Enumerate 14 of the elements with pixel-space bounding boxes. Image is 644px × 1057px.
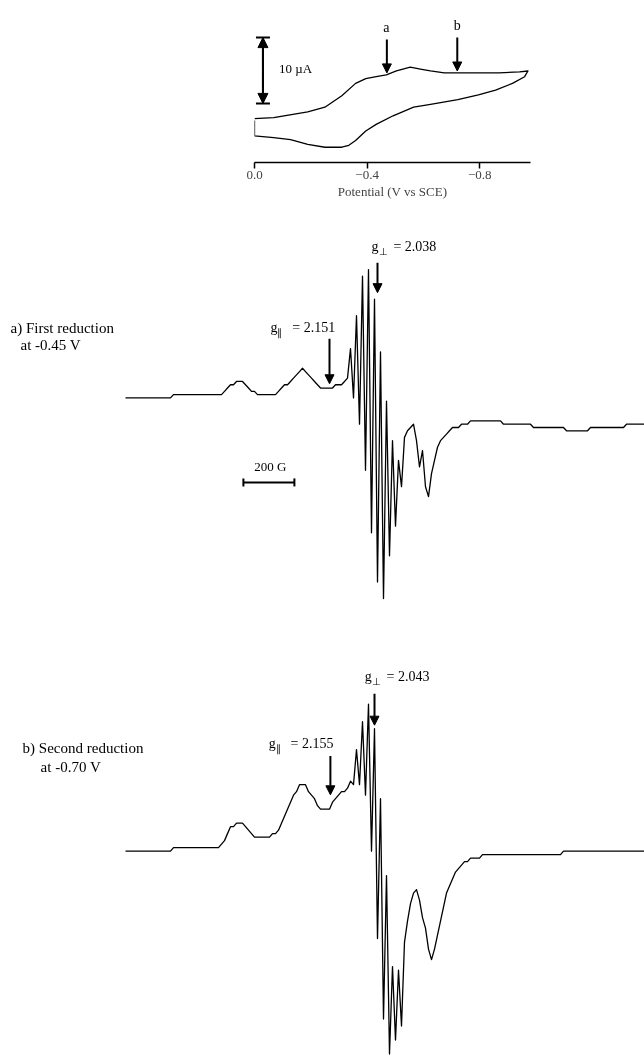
text: g⊥ = 2.038 [371, 239, 437, 258]
annotation: 10 µA [279, 60, 313, 76]
x-tick-label: 0.0 [246, 166, 263, 182]
annotation: g∥ = 2.155 [268, 735, 334, 755]
text: a) First reduction at -0.45 V [10, 319, 115, 354]
x-tick-label: −0.4 [355, 166, 380, 182]
text: g⊥ = 2.043 [364, 668, 430, 687]
annotation: b [453, 17, 461, 33]
annotation: g∥ = 2.151 [270, 320, 336, 340]
x-axis-title: Potential (V vs SCE) [337, 183, 447, 199]
text: b) Second reduction at -0.70 V [22, 739, 144, 776]
annotation: a [383, 19, 391, 35]
x-tick-label: −0.8 [468, 166, 492, 182]
annotation: 200 G [254, 459, 287, 475]
